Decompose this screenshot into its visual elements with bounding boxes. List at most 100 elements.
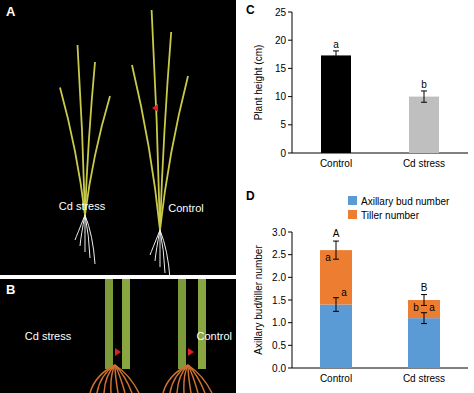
root [170, 365, 188, 393]
y-tick-label: 0 [280, 148, 286, 159]
leaf [85, 62, 95, 215]
error-line [336, 298, 337, 312]
error-line [336, 241, 337, 259]
bar-segment [408, 318, 440, 368]
y-tick [288, 277, 292, 278]
root [115, 365, 139, 393]
sig-letter: a [333, 39, 339, 50]
error-cap [421, 102, 427, 103]
root [104, 365, 115, 393]
y-tick-label: 0.0 [272, 363, 286, 374]
error-cap [421, 305, 427, 306]
legend-swatch [348, 196, 357, 205]
panel-label: C [246, 3, 255, 17]
error-cap [333, 50, 339, 51]
y-tick-label: 5 [280, 119, 286, 130]
root [160, 230, 161, 267]
y-label: Plant height (cm) [253, 45, 264, 121]
y-tick-label: 25 [275, 7, 287, 18]
stem [198, 279, 206, 369]
error-cap [421, 312, 427, 313]
photo-text: Cd stress [59, 200, 106, 212]
panel-label: B [6, 282, 15, 297]
root [150, 230, 160, 255]
plants [60, 10, 188, 279]
y-tick-label: 1.0 [272, 317, 286, 328]
root [80, 215, 85, 246]
x-tick-label: Control [320, 158, 352, 169]
photo-text: Cd stress [25, 330, 72, 342]
legend: Axillary bud number Tiller number [348, 196, 450, 221]
y-label: Axillary bud/tiller number [253, 245, 264, 355]
error-line [424, 91, 425, 102]
y-axis [292, 12, 293, 153]
y-tick [288, 124, 292, 125]
legend-label: Tiller number [361, 210, 420, 221]
root [188, 365, 212, 393]
sig-letter: b [421, 79, 427, 90]
y-tick-label: 20 [275, 35, 287, 46]
legend-label: Axillary bud number [361, 196, 450, 207]
bar-segment [320, 305, 352, 368]
y-tick [288, 96, 292, 97]
leaf [78, 45, 86, 215]
photo-b [0, 279, 236, 393]
y-tick [288, 368, 292, 369]
error-bar [333, 51, 339, 60]
root [90, 365, 115, 393]
bar [321, 55, 351, 153]
root [85, 215, 86, 252]
root [160, 230, 170, 279]
leaf [85, 96, 110, 215]
leaf [152, 10, 160, 230]
photo-text: Control [168, 202, 203, 214]
y-tick-label: 0.5 [272, 340, 286, 351]
error-line [336, 51, 337, 60]
photo-a [0, 0, 236, 275]
error-bar [421, 91, 427, 102]
plot-area [321, 51, 439, 153]
panel-label: A [6, 4, 16, 19]
error-cap [333, 297, 339, 298]
y-tick-label: 3.0 [272, 227, 286, 238]
y-tick [288, 153, 292, 154]
root [75, 215, 85, 240]
y-tick [288, 40, 292, 41]
sig-letter: b [413, 302, 419, 313]
stems [90, 279, 212, 393]
total-letter: B [421, 282, 428, 293]
y-tick-label: 2.0 [272, 272, 286, 283]
x-tick-label: Cd stress [403, 158, 445, 169]
total-letter: A [333, 228, 340, 239]
root [163, 365, 188, 393]
y-tick-label: 15 [275, 63, 287, 74]
root [97, 365, 115, 393]
arrow [188, 348, 194, 356]
x-axis [292, 153, 468, 154]
x-axis [292, 368, 468, 369]
figure: A Cd stress Control B Cd stress Control C 0 5 10 1… [0, 0, 474, 393]
y-tick [288, 254, 292, 255]
y-tick-label: 10 [275, 91, 287, 102]
y-tick [288, 232, 292, 233]
plot-area [320, 241, 440, 368]
y-tick [288, 12, 292, 13]
y-tick-label: 1.5 [272, 295, 286, 306]
y-tick [288, 68, 292, 69]
error-cap [333, 241, 339, 242]
panel-label: D [246, 189, 255, 203]
error-cap [421, 90, 427, 91]
y-tick [288, 322, 292, 323]
error-cap [333, 259, 339, 260]
y-tick-label: 2.5 [272, 249, 286, 260]
sig-letter: a [429, 302, 435, 313]
error-bar [333, 298, 339, 312]
y-tick [288, 345, 292, 346]
root [85, 215, 95, 264]
stem [105, 279, 113, 369]
root [155, 230, 160, 261]
sig-letter: a [341, 287, 347, 298]
error-cap [421, 323, 427, 324]
error-bar [421, 313, 427, 324]
legend-swatch [348, 210, 357, 219]
